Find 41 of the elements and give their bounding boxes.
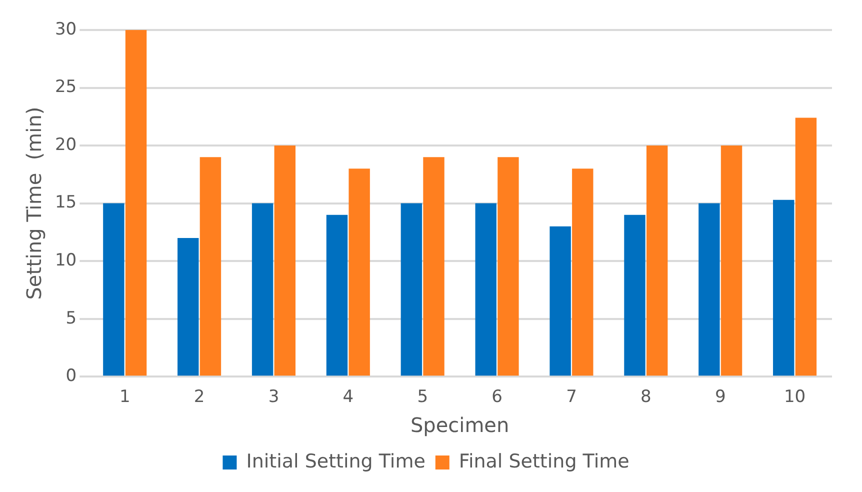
legend-label: Initial Setting Time (246, 450, 426, 472)
x-tick-label: 7 (566, 387, 577, 408)
x-tick-label: 8 (640, 387, 652, 408)
bar (646, 146, 668, 376)
bar (103, 203, 124, 376)
x-tick-label: 1 (119, 387, 130, 408)
bar (498, 157, 519, 376)
x-axis-title: Specimen (410, 413, 510, 438)
bar (773, 200, 794, 376)
bar (178, 238, 199, 376)
bar (475, 203, 496, 376)
y-tick-label: 0 (66, 366, 77, 386)
x-tick-label: 6 (492, 387, 502, 408)
bar (200, 157, 222, 376)
bar (326, 214, 348, 376)
x-tick-label: 3 (268, 387, 280, 408)
y-tick-label: 20 (54, 134, 77, 155)
legend-label: Final Setting Time (458, 450, 630, 472)
y-tick-label: 25 (54, 77, 77, 98)
y-axis-title: Setting Time (min) (22, 106, 46, 300)
y-tick-label: 30 (54, 19, 77, 40)
y-tick-label: 5 (66, 308, 77, 328)
bar (348, 168, 370, 376)
bar (252, 203, 274, 376)
y-tick-label: 15 (54, 192, 77, 213)
bar (400, 203, 422, 376)
x-tick-label: 9 (714, 387, 726, 408)
bar (720, 146, 742, 376)
bar (423, 157, 444, 376)
bar (125, 30, 147, 376)
bar (795, 118, 817, 376)
bar (572, 168, 594, 376)
bar (624, 214, 646, 376)
y-tick-label: 10 (54, 250, 77, 270)
bar (274, 146, 296, 376)
x-tick-label: 5 (417, 387, 428, 408)
x-tick-label: 4 (342, 387, 354, 408)
x-tick-label: 10 (784, 387, 806, 408)
bar (550, 226, 571, 376)
bar (698, 203, 720, 376)
x-tick-label: 2 (194, 387, 205, 408)
